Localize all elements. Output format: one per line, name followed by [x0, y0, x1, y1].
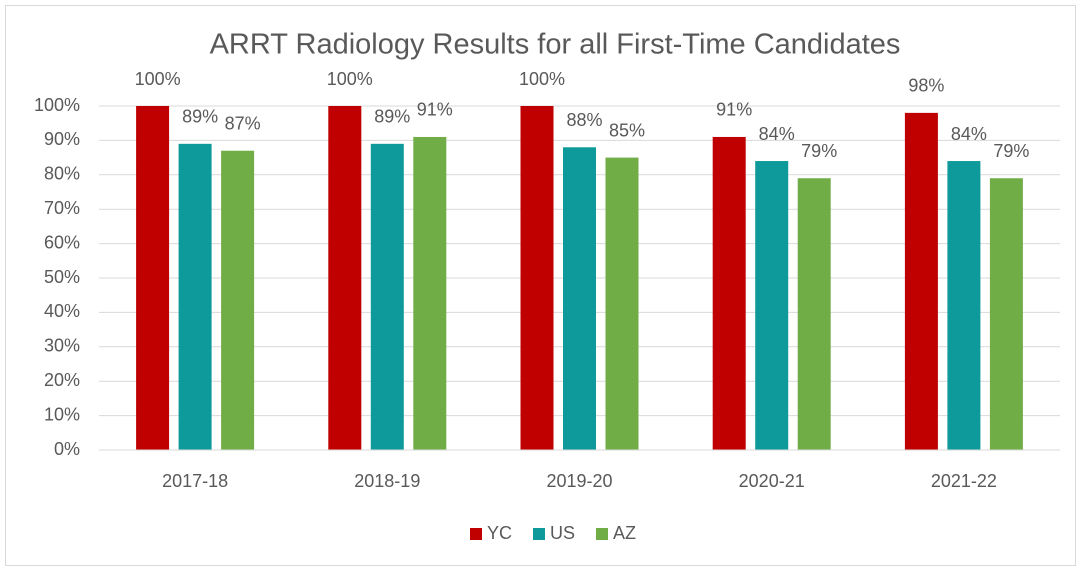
- data-label: 91%: [716, 100, 752, 120]
- data-label: 100%: [135, 69, 181, 89]
- bar: [755, 161, 789, 451]
- legend-swatch: [596, 528, 608, 540]
- bar: [221, 150, 255, 450]
- y-tick-label: 60%: [44, 232, 80, 252]
- bar: [797, 178, 831, 451]
- bar: [605, 157, 639, 450]
- y-tick-label: 40%: [44, 301, 80, 321]
- y-tick-label: 70%: [44, 198, 80, 218]
- y-tick-label: 80%: [44, 164, 80, 184]
- bar: [136, 106, 170, 450]
- chart-title: ARRT Radiology Results for all First-Tim…: [210, 29, 901, 61]
- data-label: 89%: [182, 107, 218, 127]
- data-label: 85%: [609, 120, 645, 140]
- x-tick-label: 2017-18: [162, 471, 228, 491]
- bar: [712, 136, 746, 450]
- y-tick-label: 50%: [44, 267, 80, 287]
- data-label: 87%: [225, 113, 261, 133]
- legend-swatch: [470, 528, 482, 540]
- x-tick-label: 2020-21: [739, 471, 805, 491]
- legend-label: AZ: [613, 523, 636, 543]
- data-label: 79%: [993, 141, 1029, 161]
- y-tick-label: 10%: [44, 404, 80, 424]
- data-label: 91%: [417, 100, 453, 120]
- legend-label: YC: [487, 523, 512, 543]
- bar: [563, 147, 596, 450]
- bar: [370, 143, 404, 450]
- bar: [178, 143, 212, 450]
- y-tick-label: 90%: [44, 129, 80, 149]
- bar: [947, 161, 981, 451]
- data-label: 100%: [327, 69, 373, 89]
- bar: [989, 178, 1023, 451]
- legend-swatch: [533, 528, 545, 540]
- legend-label: US: [550, 523, 575, 543]
- y-tick-label: 20%: [44, 370, 80, 390]
- x-tick-label: 2019-20: [546, 471, 612, 491]
- bar: [520, 106, 554, 450]
- data-label: 98%: [908, 76, 944, 96]
- y-tick-label: 100%: [34, 95, 80, 115]
- y-tick-label: 0%: [54, 439, 80, 459]
- x-tick-label: 2021-22: [931, 471, 997, 491]
- data-label: 88%: [566, 110, 602, 130]
- x-tick-label: 2018-19: [354, 471, 420, 491]
- data-label: 100%: [519, 69, 565, 89]
- data-label: 89%: [374, 107, 410, 127]
- data-label: 79%: [801, 141, 837, 161]
- data-label: 84%: [759, 124, 795, 144]
- bar: [413, 136, 447, 450]
- data-label: 84%: [951, 124, 987, 144]
- bar: [904, 112, 938, 450]
- bar: [328, 106, 362, 450]
- y-tick-label: 30%: [44, 336, 80, 356]
